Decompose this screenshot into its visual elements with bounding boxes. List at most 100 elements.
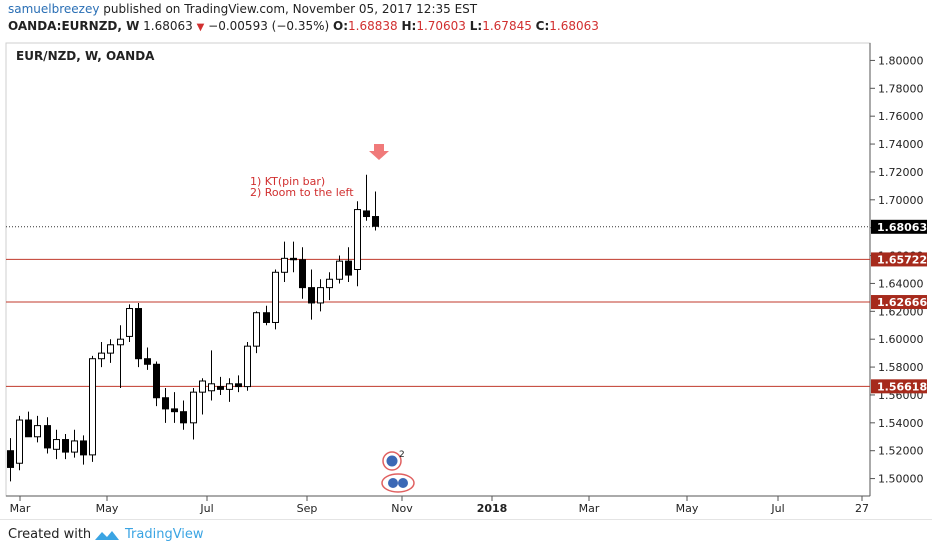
candle[interactable] — [44, 417, 51, 454]
candle[interactable] — [244, 341, 251, 391]
candle[interactable] — [25, 411, 32, 438]
candle[interactable] — [107, 339, 114, 363]
candle[interactable] — [162, 387, 169, 423]
high-value: 1.70603 — [416, 19, 466, 33]
candle-body — [372, 216, 379, 227]
annotation-text: 1) KT(pin bar) 2) Room to the left — [250, 175, 354, 199]
symbol-ohlc-line: OANDA:EURNZD, W 1.68063 ▼ −0.00593 (−0.3… — [8, 19, 599, 33]
price-label: 1.62666 — [877, 296, 927, 309]
candle-body — [107, 344, 114, 354]
y-tick-label: 1.76000 — [878, 110, 924, 123]
candle-body — [272, 271, 279, 323]
candle[interactable] — [180, 400, 187, 430]
price-label-box — [871, 379, 927, 394]
candle[interactable] — [281, 241, 288, 283]
candle[interactable] — [372, 191, 379, 231]
candle-body — [34, 425, 41, 438]
candle[interactable] — [345, 247, 352, 283]
candle-body — [180, 411, 187, 424]
marker-ellipse-icon — [381, 473, 415, 493]
candle-body — [299, 259, 306, 289]
candle[interactable] — [135, 302, 142, 368]
y-tick-label: 1.64000 — [878, 277, 924, 290]
candle[interactable] — [217, 376, 224, 395]
candle-body — [336, 260, 343, 280]
candle[interactable] — [308, 269, 315, 320]
candle[interactable] — [208, 350, 215, 401]
candle[interactable] — [98, 341, 105, 368]
close-label: C: — [535, 19, 550, 33]
y-tick-label: 1.72000 — [878, 166, 924, 179]
candle[interactable] — [354, 201, 361, 287]
x-tick-label: Sep — [297, 502, 318, 515]
price-label-box — [871, 295, 927, 310]
candle[interactable] — [199, 378, 206, 415]
candle[interactable] — [226, 378, 233, 402]
candle[interactable] — [80, 435, 87, 465]
candle[interactable] — [171, 392, 178, 423]
candle-body — [25, 419, 32, 438]
plot-area[interactable] — [5, 42, 871, 497]
x-tick-label: May — [96, 502, 119, 515]
price-label: 1.68063 — [877, 221, 927, 234]
open-label: O: — [333, 19, 349, 33]
candle-body — [126, 308, 133, 337]
candle[interactable] — [326, 272, 333, 301]
idea-marker-top[interactable]: 2 — [382, 450, 405, 471]
price-change: −0.00593 (−0.35%) — [208, 19, 330, 33]
candle-body — [98, 352, 105, 360]
y-tick-label: 1.52000 — [878, 445, 924, 458]
y-tick-label: 1.70000 — [878, 194, 924, 207]
candle-body — [135, 308, 142, 360]
author-link[interactable]: samuelbreezey — [8, 2, 100, 16]
x-tick-label: 27 — [855, 502, 869, 515]
candle[interactable] — [53, 429, 60, 460]
candle[interactable] — [190, 387, 197, 440]
idea-marker-bottom[interactable] — [381, 473, 415, 493]
tradingview-logo-icon[interactable] — [94, 528, 120, 542]
footer: Created with TradingView — [0, 519, 932, 551]
candle-body — [263, 312, 270, 323]
candle[interactable] — [71, 429, 78, 458]
tradingview-brand-link[interactable]: TradingView — [125, 527, 204, 542]
candle[interactable] — [144, 347, 151, 370]
candle[interactable] — [89, 355, 96, 462]
candle[interactable] — [117, 325, 124, 388]
x-tick-label: May — [676, 502, 699, 515]
candle[interactable] — [62, 433, 69, 460]
candle-body — [308, 287, 315, 304]
candle-body — [281, 257, 288, 273]
x-tick-label: Mar — [579, 502, 600, 515]
down-arrow-icon — [369, 144, 389, 160]
candle-body — [326, 278, 333, 289]
candle[interactable] — [363, 174, 370, 221]
symbol-label: OANDA:EURNZD, W — [8, 19, 140, 33]
user-avatar-icon — [386, 455, 398, 467]
candle[interactable] — [126, 304, 133, 342]
candle[interactable] — [16, 415, 23, 471]
x-tick-label: 2018 — [477, 502, 508, 515]
candle[interactable] — [290, 241, 297, 273]
candle[interactable] — [263, 305, 270, 326]
candle[interactable] — [272, 269, 279, 330]
candle[interactable] — [235, 375, 242, 393]
candle[interactable] — [153, 361, 160, 407]
low-value: 1.67845 — [482, 19, 532, 33]
candle[interactable] — [336, 255, 343, 284]
candle-body — [153, 363, 160, 399]
candle[interactable] — [7, 438, 14, 482]
high-label: H: — [401, 19, 417, 33]
price-label: 1.56618 — [877, 380, 927, 393]
candle-body — [199, 380, 206, 393]
candle[interactable] — [299, 247, 306, 299]
candle-body — [363, 210, 370, 218]
y-tick-label: 1.58000 — [878, 361, 924, 374]
price-label-box — [871, 252, 927, 267]
candle-body — [162, 397, 169, 410]
x-tick-label: Jul — [199, 502, 213, 515]
x-tick-label: Mar — [10, 502, 31, 515]
price-chart[interactable]: EUR/NZD, W, OANDA 1.80000 1.78000 1.76000 1… — [0, 38, 932, 519]
candle[interactable] — [253, 311, 260, 354]
candle[interactable] — [317, 279, 324, 312]
candle[interactable] — [34, 415, 41, 443]
